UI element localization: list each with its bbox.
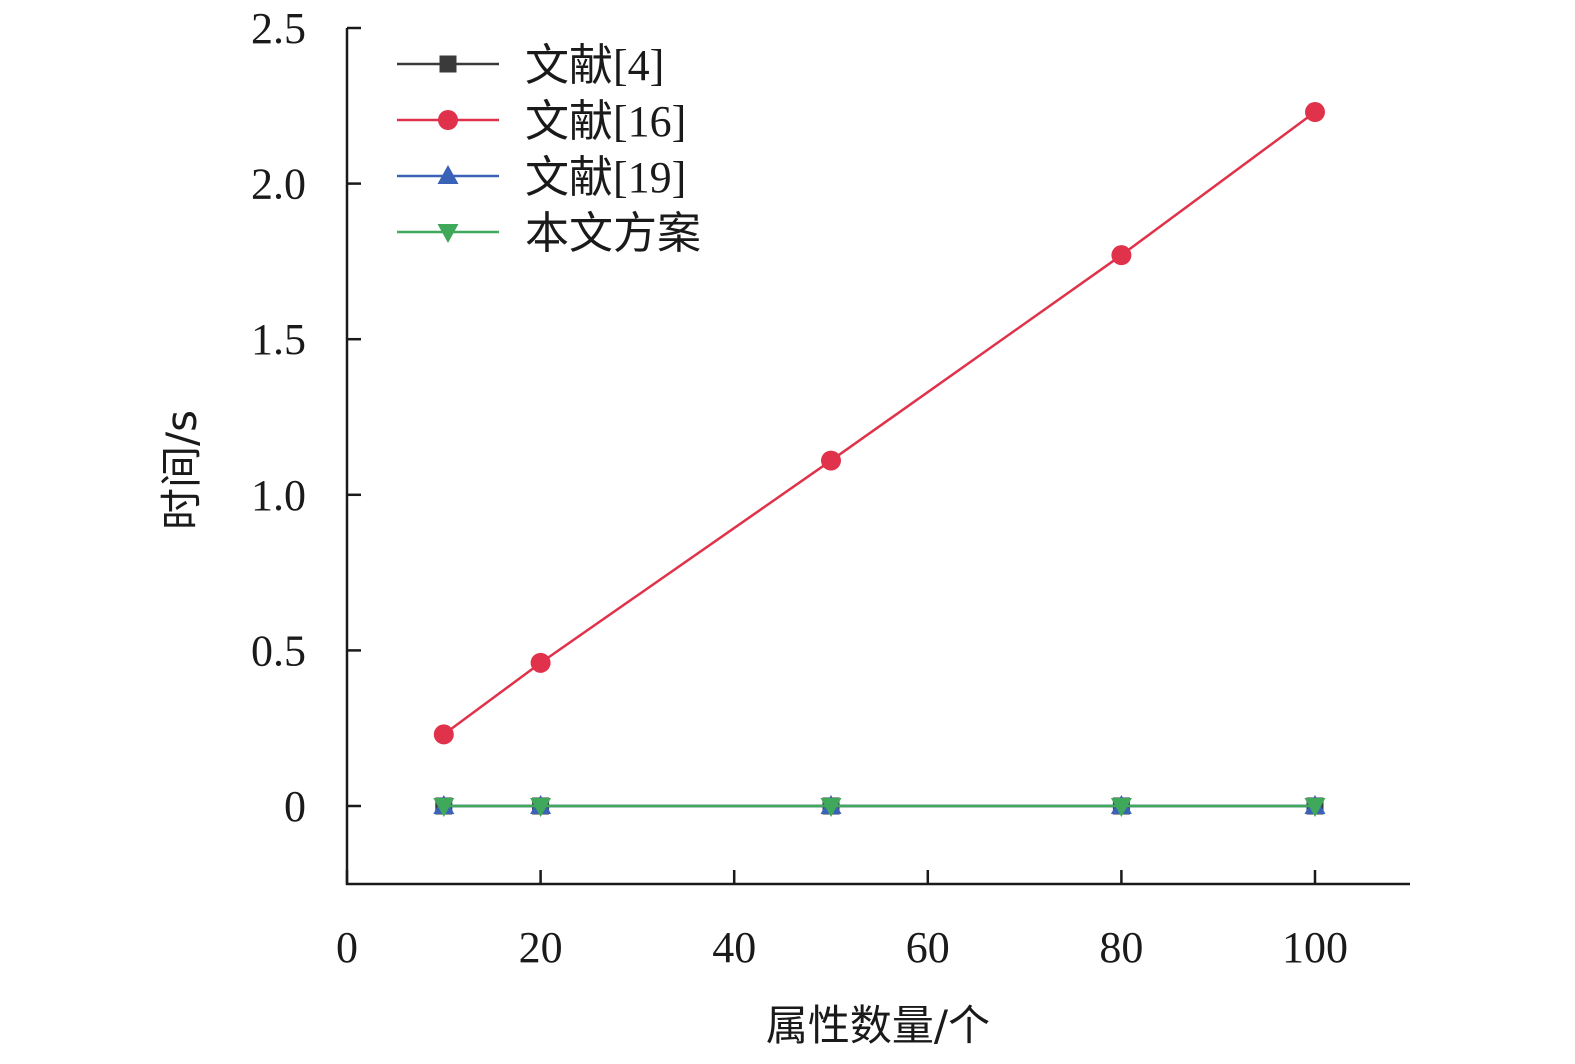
series — [433, 102, 1325, 745]
data-point — [530, 652, 551, 673]
x-tick-label: 20 — [519, 923, 563, 972]
legend: 文献[4] 文献[16] 文献[19] 本文方案 — [397, 41, 701, 258]
data-point — [820, 798, 842, 817]
data-point — [1110, 798, 1132, 817]
series — [433, 798, 1326, 817]
y-tick-label: 1.0 — [251, 471, 306, 520]
data-point — [1305, 102, 1325, 123]
data-point — [437, 224, 459, 243]
x-tick-label: 0 — [336, 923, 358, 972]
data-point — [437, 165, 459, 184]
data-point — [433, 798, 455, 817]
legend-item: 文献[4] — [397, 41, 664, 90]
data-point — [439, 55, 457, 73]
y-tick-label: 2.5 — [251, 4, 306, 53]
x-tick-label: 60 — [906, 923, 950, 972]
data-point — [530, 798, 552, 817]
data-point — [438, 110, 458, 130]
x-tick-label: 80 — [1099, 923, 1143, 972]
plot-area — [433, 102, 1326, 817]
legend-item: 本文方案 — [397, 209, 701, 258]
legend-item: 文献[16] — [397, 97, 686, 146]
legend-label: 文献[19] — [525, 153, 686, 202]
y-tick-label: 1.5 — [251, 315, 306, 364]
y-tick-label: 0 — [284, 782, 306, 831]
y-axis-ticks: 0 0.5 1.0 1.5 2.0 2.5 — [251, 4, 361, 831]
x-tick-label: 40 — [712, 923, 756, 972]
y-tick-label: 0.5 — [251, 626, 306, 675]
axes — [345, 28, 1410, 886]
legend-label: 本文方案 — [525, 209, 701, 258]
x-axis-label: 属性数量/个 — [766, 1001, 990, 1050]
series-line — [443, 111, 1316, 736]
y-axis-label: 时间/s — [157, 410, 206, 530]
data-point — [821, 450, 841, 471]
series — [433, 795, 1326, 814]
data-point — [1304, 798, 1326, 817]
legend-item: 文献[19] — [397, 153, 686, 202]
legend-label: 文献[4] — [525, 41, 664, 90]
legend-label: 文献[16] — [525, 97, 686, 146]
data-point — [433, 724, 454, 745]
x-tick-label: 100 — [1282, 923, 1348, 972]
x-axis-ticks: 0 20 40 60 80 100 — [336, 870, 1348, 972]
data-point — [1111, 245, 1132, 266]
y-tick-label: 2.0 — [251, 160, 306, 209]
